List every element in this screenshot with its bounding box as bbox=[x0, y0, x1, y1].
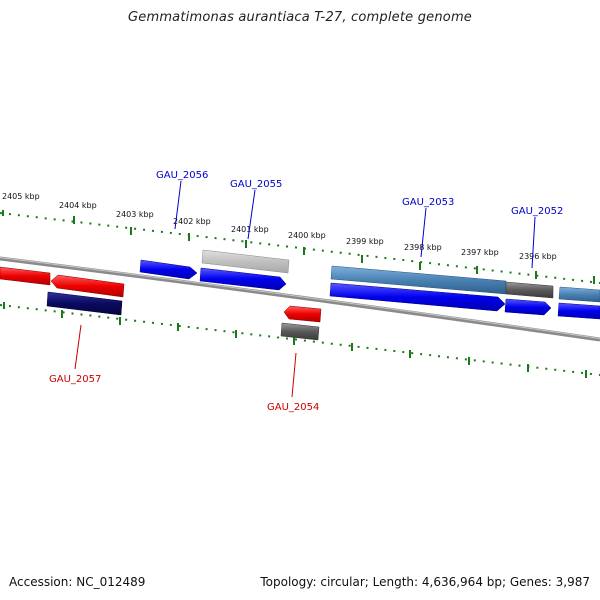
gene-arrow-forward[interactable] bbox=[557, 302, 600, 320]
genome-backbone bbox=[0, 256, 600, 342]
genome-backbone-highlight bbox=[0, 257, 600, 339]
feature-bar-gray[interactable] bbox=[505, 281, 554, 299]
scale-label: 2396 kbp bbox=[519, 252, 557, 261]
accession-label: Accession: NC_012489 bbox=[9, 575, 146, 589]
inner-scale-ticks bbox=[3, 302, 587, 378]
gene-arrow-reverse[interactable] bbox=[50, 274, 125, 298]
genome-title: Gemmatimonas aurantiaca T-27, complete g… bbox=[127, 10, 473, 25]
scale-label: 2397 kbp bbox=[461, 248, 499, 257]
outer-scale-track bbox=[0, 212, 600, 284]
gene-label-leader bbox=[291, 352, 297, 398]
gene-arrow-forward[interactable] bbox=[504, 298, 552, 316]
gene-arrow-forward[interactable] bbox=[329, 282, 506, 312]
gene-label-gau-2053[interactable]: GAU_2053 bbox=[402, 197, 454, 208]
gene-label-gau-2054[interactable]: GAU_2054 bbox=[267, 402, 319, 413]
gene-label-leader bbox=[74, 324, 82, 370]
feature-bar-steel[interactable] bbox=[558, 286, 600, 303]
gene-arrow-reverse[interactable] bbox=[283, 305, 322, 323]
gene-label-gau-2057[interactable]: GAU_2057 bbox=[49, 374, 101, 385]
feature-bar-light[interactable] bbox=[201, 249, 290, 274]
scale-label: 2400 kbp bbox=[288, 231, 326, 240]
gene-label-leader bbox=[247, 189, 256, 240]
scale-label: 2404 kbp bbox=[59, 201, 97, 210]
scale-label: 2402 kbp bbox=[173, 217, 211, 226]
gene-arrow-forward[interactable] bbox=[139, 259, 198, 280]
scale-label: 2405 kbp bbox=[2, 192, 40, 201]
gene-label-leader bbox=[174, 180, 182, 230]
feature-bar-navy[interactable] bbox=[46, 291, 123, 316]
gene-arrow-forward[interactable] bbox=[199, 267, 287, 291]
genome-summary: Topology: circular; Length: 4,636,964 bp… bbox=[260, 575, 590, 589]
gene-label-leader bbox=[420, 207, 427, 258]
gene-label-gau-2056[interactable]: GAU_2056 bbox=[156, 170, 208, 181]
scale-label: 2398 kbp bbox=[404, 243, 442, 252]
scale-label: 2399 kbp bbox=[346, 237, 384, 246]
outer-scale-ticks bbox=[2, 210, 595, 284]
gene-label-gau-2052[interactable]: GAU_2052 bbox=[511, 206, 563, 217]
feature-bar-gray[interactable] bbox=[280, 322, 320, 341]
scale-label: 2403 kbp bbox=[116, 210, 154, 219]
gene-label-gau-2055[interactable]: GAU_2055 bbox=[230, 179, 282, 190]
gene-label-leader bbox=[531, 216, 536, 269]
gene-arrow-reverse[interactable] bbox=[0, 266, 51, 286]
